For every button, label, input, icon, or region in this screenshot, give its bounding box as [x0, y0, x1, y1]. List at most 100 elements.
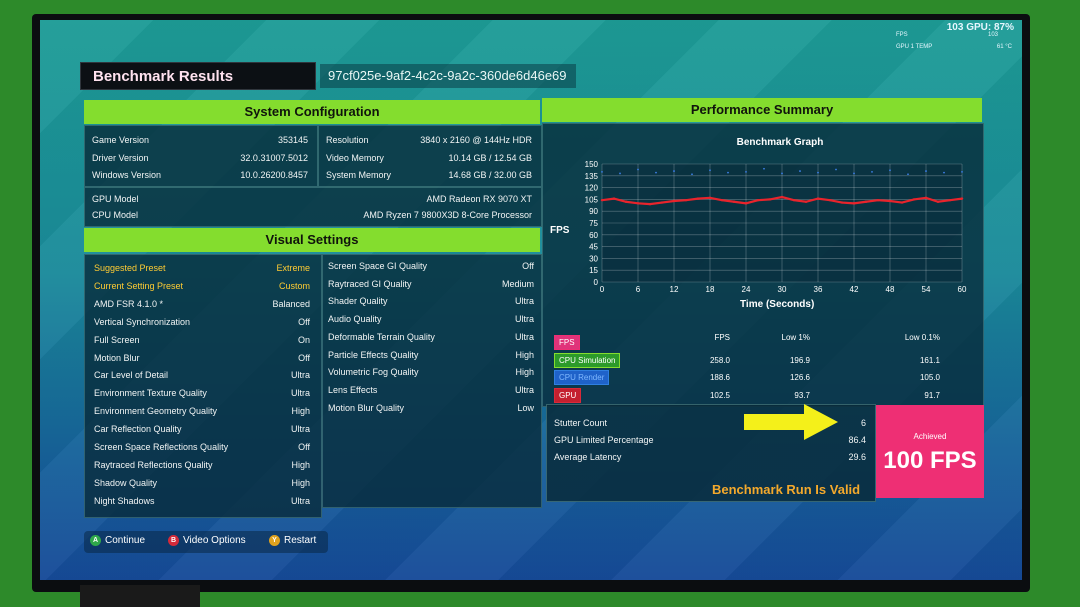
setting-value: 10.14 GB / 12.54 GB: [448, 152, 532, 163]
overlay-top: 103 GPU: 87%: [946, 22, 1014, 33]
gpu-point: [708, 196, 712, 200]
fps-table-header: Low 1%: [781, 333, 810, 342]
cpu-render-point: [961, 170, 963, 173]
overlay-fps-value: 103: [987, 32, 998, 38]
setting-label: Full Screen: [94, 334, 140, 345]
gpu-point: [660, 201, 664, 204]
gpu-point: [732, 200, 736, 203]
x-tick-label: 48: [886, 285, 895, 294]
gpu-point: [780, 195, 784, 199]
setting-label: Windows Version: [92, 170, 162, 180]
x-tick-label: 30: [778, 285, 787, 294]
gpu-point: [852, 202, 856, 205]
stat-value: 86.4: [848, 435, 866, 445]
gpu-point: [768, 198, 772, 201]
y-tick-label: 90: [589, 207, 598, 216]
setting-label: Shader Quality: [328, 296, 388, 307]
setting-value: High: [291, 459, 310, 470]
cpu-render-point: [907, 173, 909, 176]
y-tick-label: 105: [585, 195, 599, 204]
cpu-render-point: [817, 171, 819, 174]
gpu-point: [612, 197, 616, 200]
setting-value: 32.0.31007.5012: [240, 152, 308, 163]
gpu-point: [672, 199, 676, 203]
cpu-render-point: [673, 170, 675, 172]
stat-label: Stutter Count: [554, 418, 608, 428]
cpu-render-point: [637, 168, 639, 171]
setting-value: Ultra: [290, 370, 310, 381]
cpu-render-point: [619, 172, 621, 175]
achieved-value: 100 FPS: [883, 447, 977, 474]
gpu-point: [756, 198, 760, 202]
setting-label: Resolution: [326, 135, 369, 145]
gpu-point: [900, 201, 904, 204]
stat-value: 6: [860, 418, 866, 428]
x-tick-label: 24: [742, 285, 751, 294]
setting-value: Ultra: [290, 424, 310, 435]
setting-value: Low: [517, 402, 534, 413]
cpu-render-point: [925, 170, 927, 172]
setting-label: Game Version: [92, 135, 150, 145]
gpu-point: [960, 197, 964, 200]
fps-table-cell: 91.7: [924, 390, 940, 400]
gpu-point: [624, 200, 628, 203]
x-tick-label: 60: [958, 285, 967, 294]
setting-value: Ultra: [514, 331, 534, 342]
x-tick-label: 36: [814, 285, 823, 294]
stat-label: GPU Limited Percentage: [554, 435, 654, 445]
setting-label: Raytraced GI Quality: [328, 278, 412, 289]
setting-value: High: [515, 349, 534, 360]
fps-table-cell: 161.1: [919, 355, 940, 365]
setting-label: Raytraced Reflections Quality: [94, 459, 213, 470]
setting-value: Medium: [501, 278, 534, 289]
fps-table-cell: 196.9: [789, 355, 810, 365]
x-tick-label: 12: [670, 285, 679, 294]
footer-bar: A Continue B Video Options Y Restart: [84, 531, 328, 553]
graph-title: Benchmark Graph: [736, 137, 824, 148]
run-id: 97cf025e-9af2-4c2c-9a2c-360de6d46e69: [328, 68, 567, 83]
y-tick-label: 30: [589, 254, 598, 263]
stat-value: 29.6: [848, 452, 866, 462]
visual-left-panel: [84, 254, 322, 518]
setting-value: Off: [298, 352, 310, 363]
legend-cpu-render: CPU Render: [554, 370, 610, 385]
restart-button[interactable]: Y Restart: [269, 535, 316, 546]
gpu-point: [936, 200, 940, 203]
setting-label: Motion Blur Quality: [328, 402, 405, 413]
cpu-render-point: [943, 171, 945, 174]
run-id-box: 97cf025e-9af2-4c2c-9a2c-360de6d46e69: [320, 64, 576, 88]
visual-settings-heading: Visual Settings: [84, 228, 540, 252]
setting-label: GPU Model: [92, 194, 139, 204]
cpu-render-point: [727, 171, 729, 174]
gpu-point: [876, 198, 880, 202]
y-button-icon: Y: [269, 535, 280, 546]
x-tick-label: 6: [636, 285, 641, 294]
stat-label: Average Latency: [554, 452, 622, 462]
continue-button[interactable]: A Continue: [90, 535, 145, 546]
fps-table-cell: 102.5: [709, 390, 730, 400]
fps-table-cell: 188.6: [709, 373, 730, 382]
y-tick-label: 45: [589, 243, 598, 252]
graph-xlabel: Time (Seconds): [740, 299, 815, 310]
setting-value: Off: [522, 261, 534, 271]
gpu-point: [840, 201, 844, 204]
gpu-point: [792, 198, 796, 202]
x-tick-label: 0: [600, 285, 605, 294]
cpu-render-point: [655, 171, 657, 174]
setting-value: Ultra: [290, 388, 310, 399]
y-tick-label: 120: [585, 184, 599, 193]
gpu-point: [744, 202, 748, 205]
video-options-button[interactable]: B Video Options: [168, 535, 246, 546]
benchmark-graph: 0 15 30 45 60 75 90 105 120 135 150 0 6 12 18 24 30 36 42 4…: [585, 160, 967, 294]
cpu-render-point: [853, 172, 855, 175]
setting-label: Particle Effects Quality: [328, 349, 419, 360]
overlay-gpu-temp-label: GPU 1 TEMP: [896, 44, 933, 50]
cpu-render-point: [601, 170, 603, 173]
fps-table-cell: 126.6: [789, 373, 810, 382]
setting-value: Off: [298, 316, 310, 327]
setting-value: Ultra: [290, 495, 310, 506]
setting-value: High: [291, 477, 310, 488]
setting-value: High: [291, 406, 310, 417]
setting-value: Off: [298, 442, 310, 452]
gpu-point: [600, 198, 604, 202]
